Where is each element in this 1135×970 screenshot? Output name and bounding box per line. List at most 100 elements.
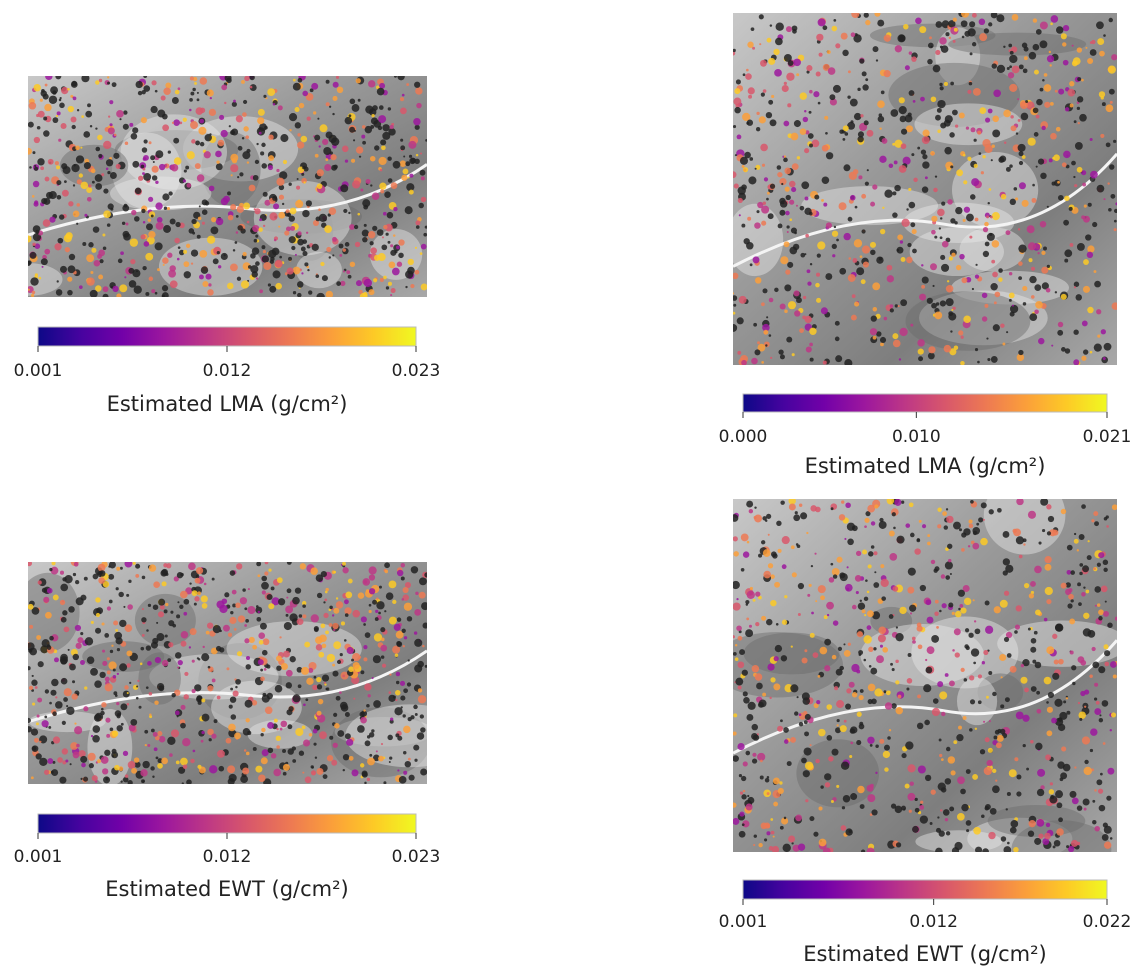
image-speckle	[366, 703, 370, 708]
image-speckle	[111, 730, 119, 737]
image-speckle	[294, 107, 300, 113]
image-speckle	[787, 261, 794, 268]
image-speckle	[737, 742, 745, 751]
image-speckle	[116, 714, 121, 719]
image-speckle	[937, 129, 941, 134]
image-speckle	[891, 703, 897, 709]
image-speckle	[1016, 353, 1025, 362]
image-speckle	[867, 564, 872, 569]
image-speckle	[1027, 510, 1037, 519]
image-speckle	[303, 181, 306, 184]
image-speckle	[324, 163, 332, 171]
image-speckle	[95, 146, 101, 152]
image-speckle	[201, 730, 205, 735]
image-speckle	[768, 297, 774, 303]
image-speckle	[790, 227, 798, 234]
image-speckle	[877, 634, 886, 643]
image-speckle	[822, 25, 828, 31]
image-speckle	[809, 211, 813, 216]
image-speckle	[957, 589, 966, 597]
image-speckle	[120, 703, 128, 711]
image-speckle	[850, 32, 856, 37]
image-speckle	[1069, 81, 1075, 87]
image-speckle	[847, 538, 854, 546]
image-speckle	[280, 662, 288, 671]
image-speckle	[954, 652, 960, 658]
image-speckle	[127, 780, 133, 784]
image-speckle	[361, 771, 368, 778]
image-speckle	[875, 744, 879, 748]
image-speckle	[922, 161, 930, 169]
image-speckle	[380, 139, 387, 146]
image-speckle	[200, 266, 209, 274]
image-speckle	[336, 659, 342, 665]
image-speckle	[899, 240, 904, 244]
image-speckle	[990, 355, 998, 363]
image-speckle	[838, 202, 847, 211]
image-speckle	[219, 629, 222, 633]
colorbar	[37, 326, 417, 347]
image-speckle	[119, 118, 122, 121]
image-speckle	[185, 165, 190, 170]
image-speckle	[275, 735, 282, 742]
image-speckle	[999, 653, 1007, 662]
image-speckle	[860, 849, 866, 852]
image-speckle	[831, 567, 840, 576]
image-speckle	[868, 646, 874, 652]
image-speckle	[1083, 612, 1090, 619]
image-speckle	[945, 237, 951, 243]
image-speckle	[1110, 712, 1117, 718]
image-speckle	[40, 645, 49, 654]
image-speckle	[840, 761, 850, 770]
image-speckle	[950, 218, 956, 224]
image-speckle	[924, 774, 932, 782]
image-speckle	[142, 167, 146, 171]
tick-label: 0.023	[392, 847, 441, 867]
image-speckle	[244, 638, 250, 644]
image-speckle	[199, 250, 208, 258]
image-speckle	[1107, 767, 1115, 775]
image-speckle	[805, 799, 809, 803]
image-speckle	[881, 596, 886, 601]
image-speckle	[972, 530, 978, 536]
image-speckle	[292, 266, 301, 275]
image-speckle	[909, 612, 913, 615]
image-speckle	[861, 71, 867, 77]
image-speckle	[264, 199, 271, 206]
image-speckle	[58, 138, 62, 142]
image-speckle	[43, 596, 50, 603]
image-speckle	[1015, 536, 1024, 545]
image-speckle	[1006, 791, 1011, 797]
image-speckle	[1003, 109, 1011, 118]
image-speckle	[202, 645, 205, 649]
image-speckle	[748, 176, 757, 185]
image-speckle	[403, 770, 408, 775]
image-speckle	[972, 87, 981, 96]
image-speckle	[252, 224, 260, 233]
image-speckle	[962, 218, 966, 222]
image-speckle	[152, 160, 155, 164]
image-speckle	[851, 604, 857, 610]
image-speckle	[1070, 570, 1075, 575]
image-speckle	[235, 685, 238, 689]
image-speckle	[161, 581, 167, 587]
image-speckle	[798, 503, 803, 507]
image-speckle	[890, 803, 897, 809]
image-speckle	[336, 86, 344, 94]
image-speckle	[803, 720, 808, 725]
image-speckle	[763, 329, 769, 335]
image-speckle	[1071, 797, 1079, 805]
image-speckle	[1089, 748, 1094, 753]
image-speckle	[930, 559, 936, 565]
image-speckle	[297, 684, 302, 689]
image-speckle	[148, 564, 157, 572]
image-speckle	[1042, 838, 1050, 845]
image-speckle	[302, 604, 306, 608]
image-speckle	[986, 232, 995, 241]
image-speckle	[302, 209, 310, 218]
image-speckle	[249, 85, 253, 89]
image-speckle	[264, 125, 268, 130]
image-speckle	[876, 331, 882, 337]
image-speckle	[973, 826, 981, 835]
image-speckle	[734, 643, 738, 647]
